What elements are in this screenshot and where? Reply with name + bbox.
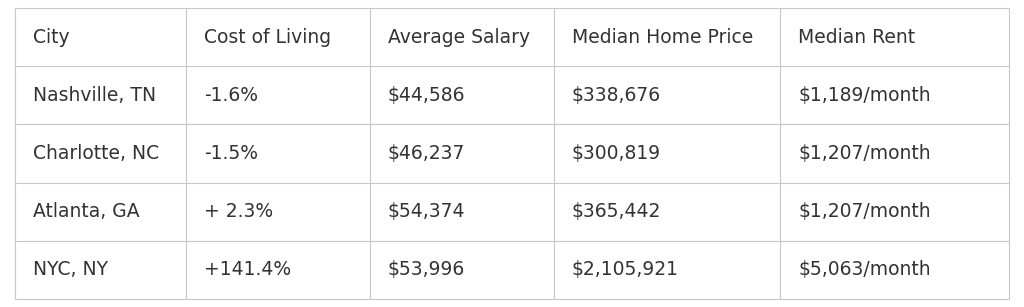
Text: -1.6%: -1.6% [204, 86, 258, 105]
Text: $54,374: $54,374 [388, 202, 465, 221]
Text: NYC, NY: NYC, NY [33, 260, 108, 279]
Text: $365,442: $365,442 [571, 202, 662, 221]
Text: -1.5%: -1.5% [204, 144, 258, 163]
Text: City: City [33, 28, 70, 47]
Text: Nashville, TN: Nashville, TN [33, 86, 156, 105]
Text: Charlotte, NC: Charlotte, NC [33, 144, 159, 163]
Text: $1,189/month: $1,189/month [799, 86, 931, 105]
Text: +141.4%: +141.4% [204, 260, 291, 279]
Text: Cost of Living: Cost of Living [204, 28, 331, 47]
Text: $53,996: $53,996 [388, 260, 465, 279]
Text: Average Salary: Average Salary [388, 28, 530, 47]
Text: $1,207/month: $1,207/month [799, 144, 931, 163]
Text: $2,105,921: $2,105,921 [571, 260, 679, 279]
Text: Median Home Price: Median Home Price [571, 28, 753, 47]
Text: $5,063/month: $5,063/month [799, 260, 931, 279]
Text: $300,819: $300,819 [571, 144, 660, 163]
Text: $1,207/month: $1,207/month [799, 202, 931, 221]
Text: $338,676: $338,676 [571, 86, 660, 105]
Text: $44,586: $44,586 [388, 86, 465, 105]
Text: + 2.3%: + 2.3% [204, 202, 273, 221]
Text: Median Rent: Median Rent [799, 28, 915, 47]
Text: $46,237: $46,237 [388, 144, 465, 163]
Text: Atlanta, GA: Atlanta, GA [33, 202, 139, 221]
